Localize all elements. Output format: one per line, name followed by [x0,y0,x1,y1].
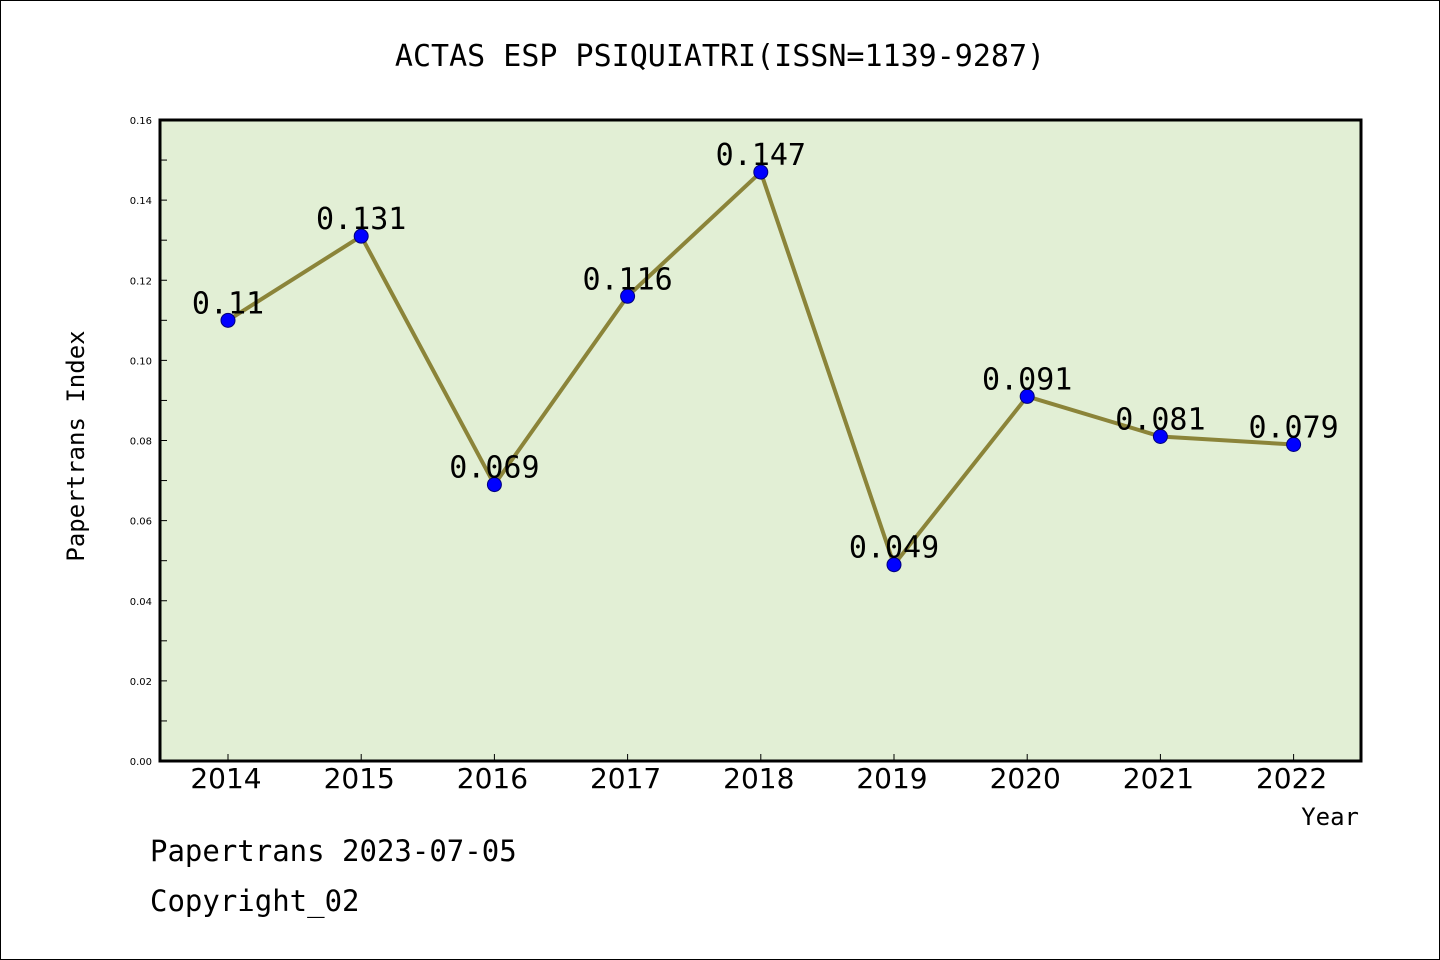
y-axis: 0.00 0.02 0.04 0.06 0.08 0.10 0.12 0.14 0.16 [130,116,167,768]
y-tick-label: 0.06 [130,517,152,528]
data-label: 0.069 [449,451,539,486]
data-point [353,228,369,244]
y-tick-label: 0.08 [130,437,152,448]
x-axis: 2014 2015 2016 2017 2018 2019 2020 2021 2022 [190,754,1327,795]
data-point [1019,388,1035,404]
x-axis-label: Year [1301,803,1359,831]
chart-title: ACTAS ESP PSIQUIATRI(ISSN=1139-9287) [395,39,1045,74]
data-point [1286,437,1302,453]
x-tick-label: 2015 [324,762,395,795]
data-point [220,312,236,328]
x-tick-label: 2020 [990,762,1061,795]
x-tick-label: 2019 [856,762,927,795]
x-tick-label: 2014 [190,762,261,795]
data-point [486,477,502,493]
y-tick-label: 0.10 [130,356,152,367]
data-labels: 0.11 0.131 0.069 0.116 0.147 0.049 0.091 0.081 0… [192,138,1339,566]
data-label: 0.049 [849,531,939,566]
data-label: 0.147 [716,138,806,173]
data-label: 0.131 [316,202,406,237]
y-tick-label: 0.04 [130,597,152,608]
y-tick-label: 0.14 [130,196,152,207]
data-point [620,288,636,304]
data-label: 0.079 [1248,411,1338,446]
y-tick-label: 0.02 [130,677,152,688]
data-point [753,164,769,180]
y-axis-label: Papertrans Index [62,330,90,561]
y-tick-label: 0.12 [130,276,152,287]
data-label: 0.081 [1115,402,1205,437]
x-tick-label: 2017 [590,762,661,795]
y-tick-label: 0.16 [130,116,152,127]
series-layer [220,164,1302,573]
data-label: 0.11 [192,286,264,321]
footer-date-stamp: Papertrans 2023-07-05 [150,834,517,868]
data-point [1152,428,1168,444]
x-tick-label: 2016 [457,762,528,795]
data-label: 0.116 [582,262,672,297]
y-tick-label: 0.00 [130,757,152,768]
x-tick-label: 2018 [723,762,794,795]
x-tick-label: 2021 [1123,762,1194,795]
data-point [886,557,902,573]
footer-copyright: Copyright_02 [150,884,360,918]
x-tick-label: 2022 [1256,762,1327,795]
data-label: 0.091 [982,362,1072,397]
